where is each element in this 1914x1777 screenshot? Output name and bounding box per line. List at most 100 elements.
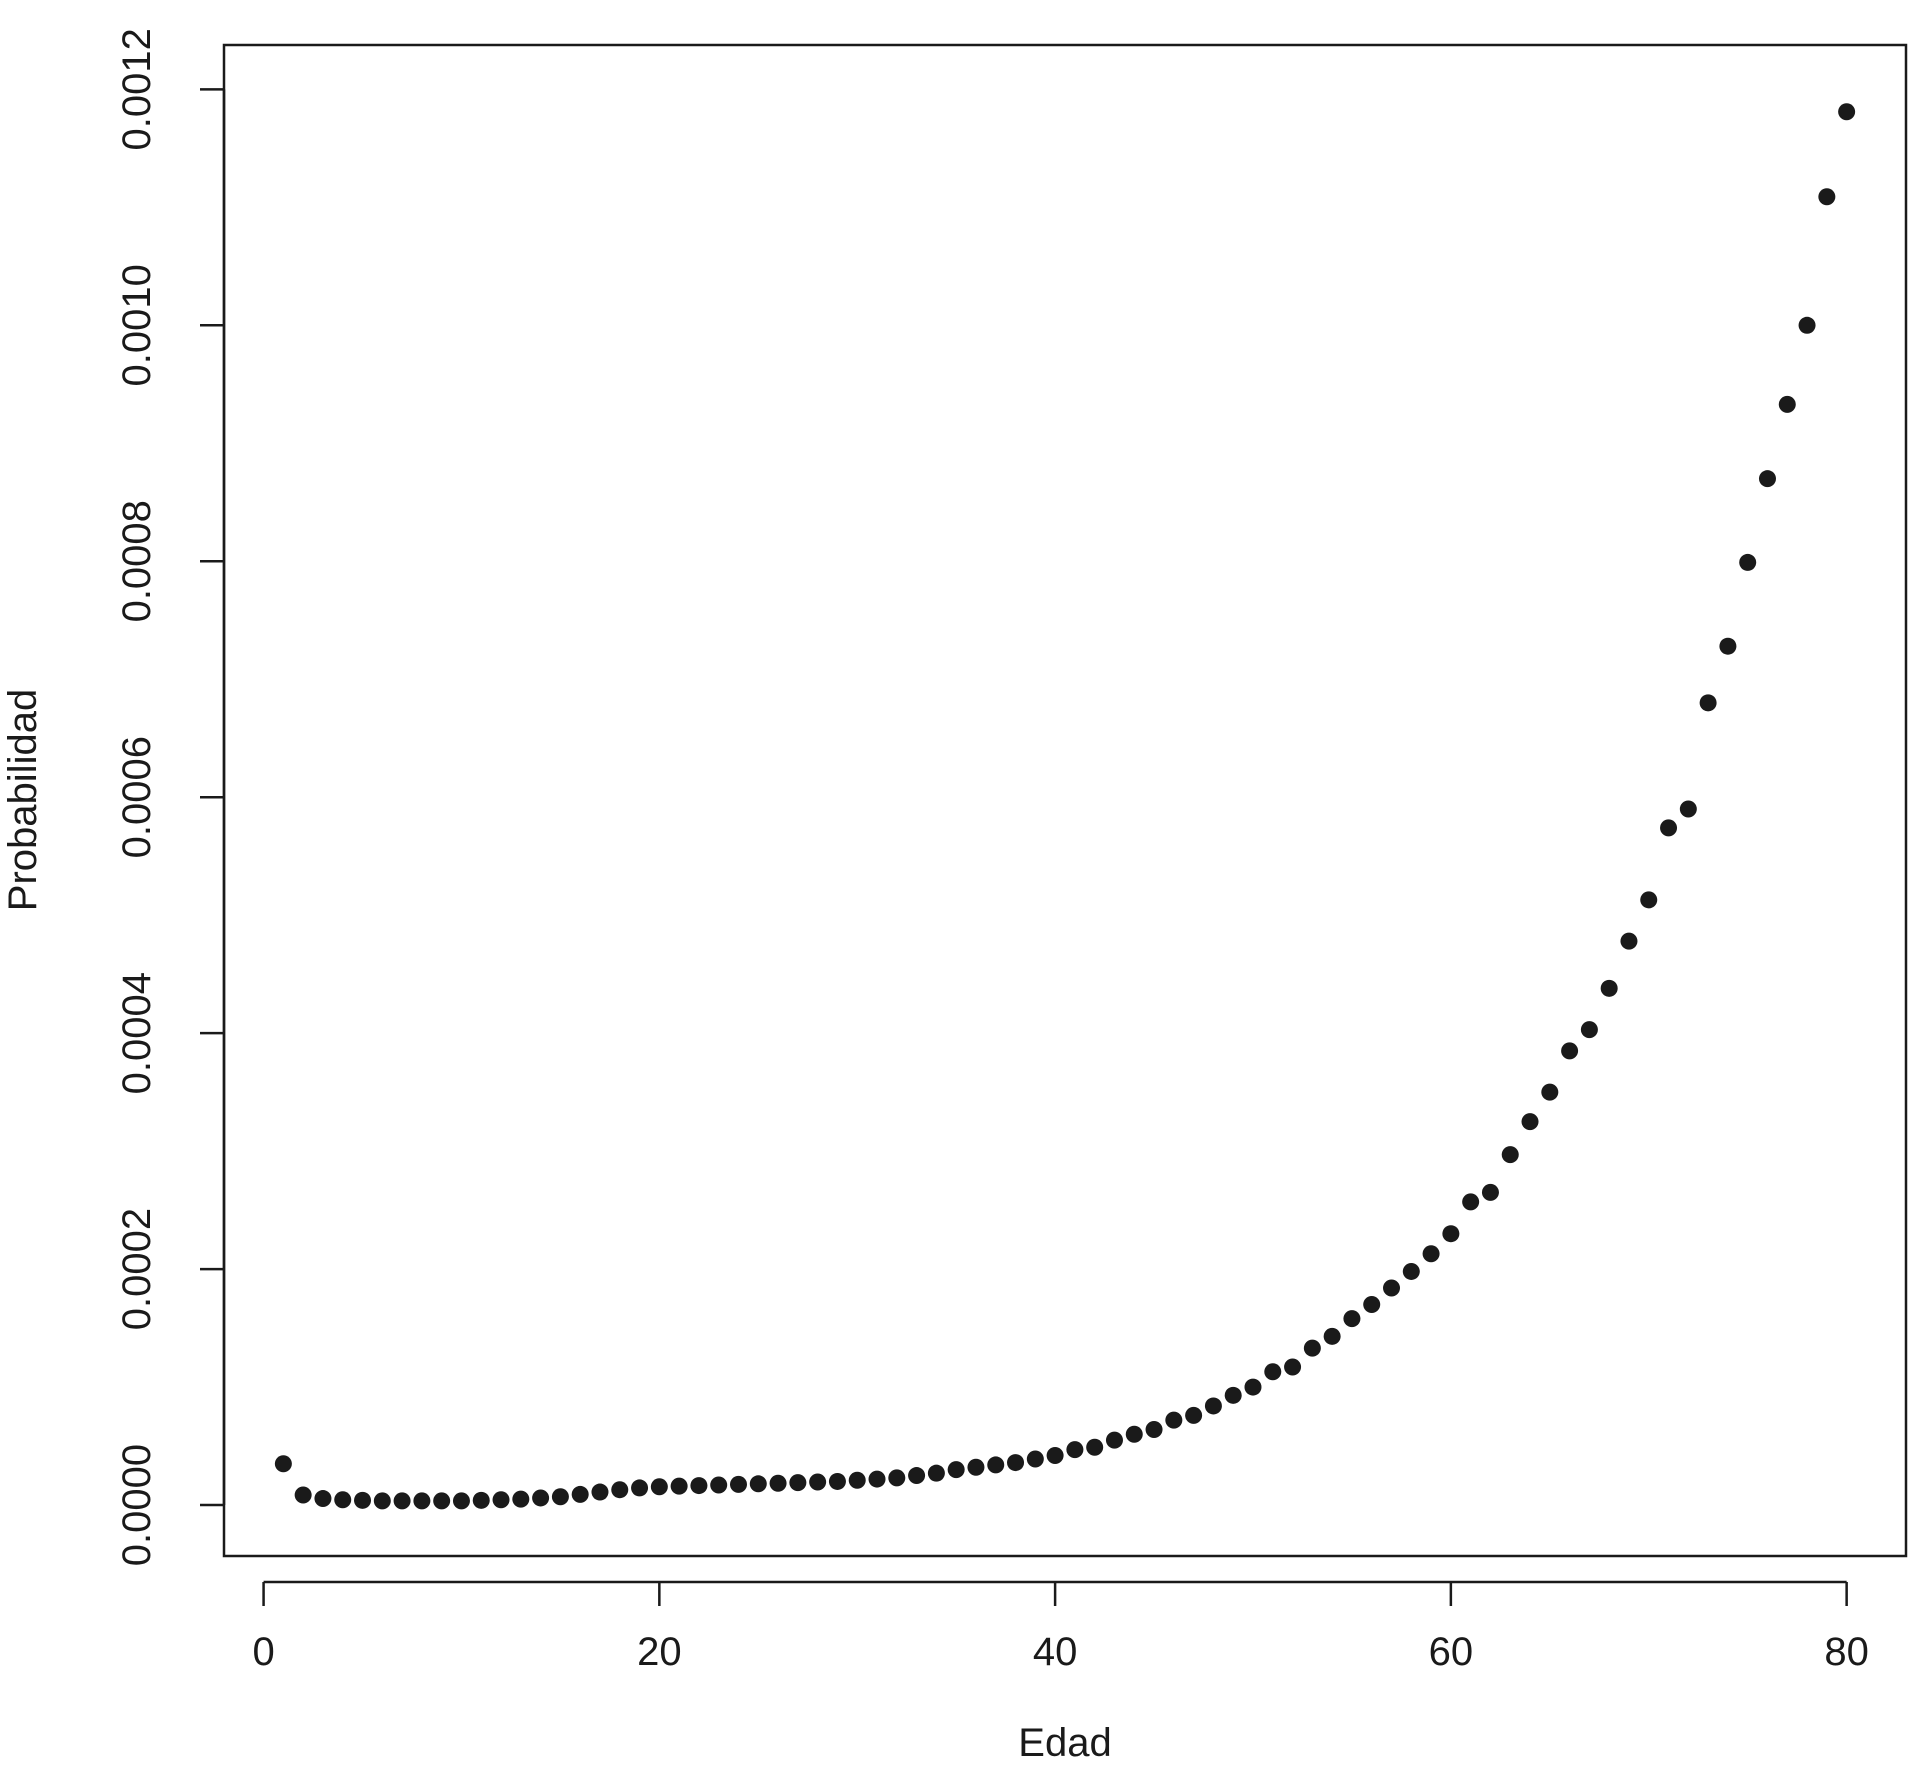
y-axis-label: Probabilidad [1, 689, 45, 911]
data-point [828, 1472, 846, 1490]
x-axis-label: Edad [1018, 1721, 1111, 1765]
data-point [1541, 1083, 1559, 1101]
data-point [868, 1470, 886, 1488]
data-point [1086, 1438, 1104, 1456]
data-point [1521, 1113, 1539, 1131]
data-point [848, 1471, 866, 1489]
data-point [1462, 1193, 1480, 1211]
data-point [947, 1461, 965, 1479]
data-point [334, 1491, 352, 1509]
data-point [1660, 819, 1678, 837]
data-point [1007, 1454, 1025, 1472]
data-point [1383, 1279, 1401, 1297]
data-point [1264, 1363, 1282, 1381]
data-point [294, 1486, 312, 1504]
data-point [1026, 1450, 1044, 1468]
x-tick-label: 60 [1429, 1630, 1474, 1674]
data-point [967, 1458, 985, 1476]
data-point [1600, 979, 1618, 997]
data-point [571, 1485, 589, 1503]
data-point [1145, 1421, 1163, 1439]
data-point [670, 1477, 688, 1495]
data-point [1185, 1406, 1203, 1424]
data-point [789, 1474, 807, 1492]
data-point [1343, 1310, 1361, 1328]
y-tick-label: 0.0012 [115, 28, 159, 150]
data-point [373, 1492, 391, 1510]
data-point [809, 1473, 827, 1491]
data-point [1442, 1225, 1460, 1243]
data-point [1125, 1425, 1143, 1443]
data-point [393, 1492, 411, 1510]
data-point [1224, 1386, 1242, 1404]
data-point [1303, 1339, 1321, 1357]
data-point [591, 1483, 609, 1501]
data-point [611, 1481, 629, 1499]
data-point [1640, 891, 1658, 909]
data-point [888, 1469, 906, 1487]
x-tick-label: 80 [1824, 1630, 1869, 1674]
data-point [729, 1475, 747, 1493]
data-point [452, 1492, 470, 1510]
data-point [1066, 1441, 1084, 1459]
data-point [492, 1491, 510, 1509]
data-point [1244, 1378, 1262, 1396]
data-point [1165, 1411, 1183, 1429]
data-point [354, 1491, 372, 1509]
x-tick-label: 0 [252, 1630, 274, 1674]
data-point [1402, 1262, 1420, 1280]
data-point [1580, 1021, 1598, 1039]
y-tick-label: 0.0006 [115, 736, 159, 858]
data-point [1620, 932, 1638, 950]
data-point [433, 1492, 451, 1510]
data-point [413, 1492, 431, 1510]
y-axis: 0.0000 0.0002 0.0004 0.0006 0.0008 0.0010 0.00… [115, 28, 226, 1566]
data-point [1838, 103, 1856, 121]
data-point [1105, 1431, 1123, 1449]
data-point [1679, 800, 1697, 818]
data-point [551, 1488, 569, 1506]
data-point [1699, 694, 1717, 712]
data-point [1422, 1245, 1440, 1263]
x-axis: 0 20 40 60 80 [252, 1580, 1869, 1674]
y-tick-label: 0.0004 [115, 972, 159, 1094]
data-point [987, 1456, 1005, 1474]
data-point [749, 1475, 767, 1493]
data-point [1363, 1295, 1381, 1313]
data-point [1046, 1446, 1064, 1464]
data-point [1758, 470, 1776, 488]
data-point [1481, 1183, 1499, 1201]
data-point [532, 1489, 550, 1507]
data-point [908, 1467, 926, 1485]
y-tick-label: 0.0000 [115, 1444, 159, 1566]
data-point [631, 1479, 649, 1497]
x-tick-label: 20 [637, 1630, 682, 1674]
data-point [314, 1490, 332, 1508]
data-point [1501, 1146, 1519, 1164]
data-point [1323, 1327, 1341, 1345]
data-point [1739, 553, 1757, 571]
data-point [650, 1478, 668, 1496]
data-points [274, 103, 1856, 1510]
data-point [1778, 395, 1796, 413]
y-tick-label: 0.0002 [115, 1208, 159, 1330]
data-point [1561, 1042, 1579, 1060]
data-point [1798, 316, 1816, 334]
data-point [1719, 637, 1737, 655]
data-point [690, 1477, 708, 1495]
data-point [710, 1476, 728, 1494]
data-point [472, 1491, 490, 1509]
x-tick-label: 40 [1033, 1630, 1078, 1674]
data-point [1818, 188, 1836, 206]
data-point [512, 1490, 530, 1508]
y-tick-label: 0.0008 [115, 500, 159, 622]
data-point [1284, 1358, 1302, 1376]
data-point [1204, 1397, 1222, 1415]
plot-frame [222, 43, 1908, 1558]
data-point [927, 1464, 945, 1482]
y-tick-label: 0.0010 [115, 264, 159, 386]
data-point [769, 1474, 787, 1492]
data-point [274, 1455, 292, 1473]
